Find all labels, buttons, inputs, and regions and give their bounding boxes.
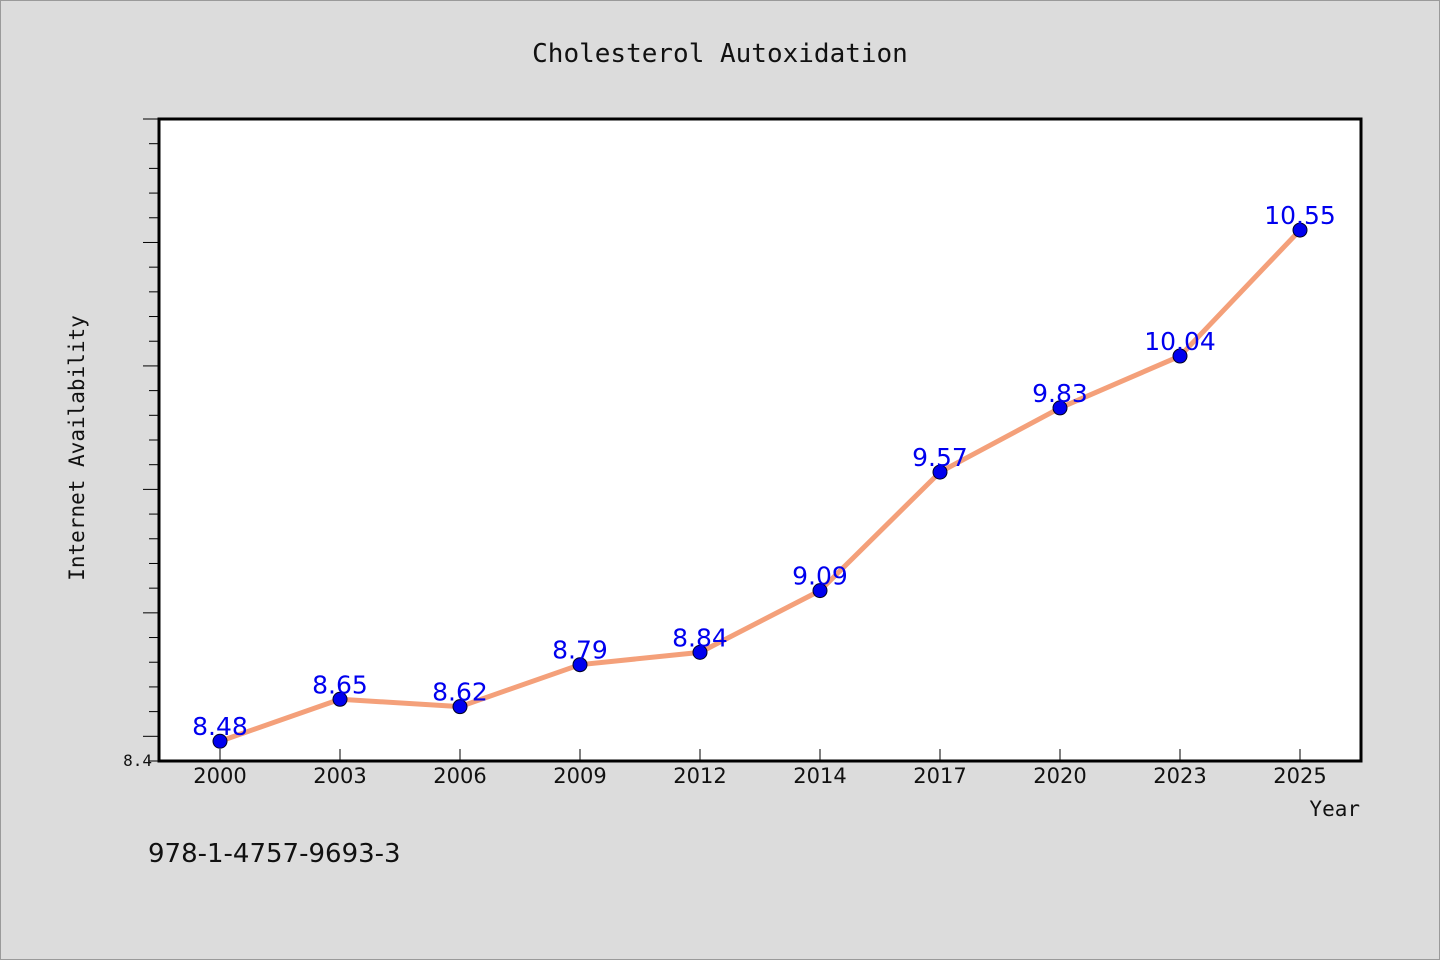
data-markers: [212, 222, 1308, 749]
y-axis-ticks: [143, 118, 159, 762]
data-point: [212, 733, 228, 749]
x-tick-label: 2025: [1273, 764, 1326, 788]
data-label: 8.48: [192, 712, 248, 741]
x-axis-label: Year: [1309, 797, 1360, 821]
data-label: 8.62: [432, 678, 488, 707]
data-point: [812, 583, 828, 599]
y-axis-label: Internet Availability: [65, 315, 89, 581]
data-point: [1172, 348, 1188, 364]
data-label: 9.83: [1032, 379, 1088, 408]
x-axis-tick-labels: 2000 2003 2006 2009 2012 2014 2017 2020 2023 2025: [193, 764, 1326, 788]
chart-title: Cholesterol Autoxidation: [532, 39, 908, 69]
x-tick-label: 2009: [553, 764, 606, 788]
series-line: [217, 227, 1303, 744]
x-axis-ticks: [219, 749, 1301, 761]
data-point: [572, 657, 588, 673]
x-tick-label: 2023: [1153, 764, 1206, 788]
data-point: [932, 464, 948, 480]
data-point: [332, 691, 348, 707]
data-label: 9.57: [912, 443, 968, 472]
y-tick-label: 8.4: [123, 751, 152, 770]
data-label: 8.65: [312, 670, 368, 699]
data-label: 9.09: [792, 562, 848, 591]
x-tick-label: 2006: [433, 764, 486, 788]
plot-area: [157, 117, 1363, 763]
isbn-footer: 978-1-4757-9693-3: [148, 839, 401, 869]
x-tick-label: 2012: [673, 764, 726, 788]
data-point: [452, 699, 468, 715]
x-tick-label: 2017: [913, 764, 966, 788]
data-label: 10.04: [1144, 327, 1216, 356]
data-point: [1292, 222, 1308, 238]
data-label: 10.55: [1264, 201, 1336, 230]
x-tick-label: 2003: [313, 764, 366, 788]
data-label: 8.84: [672, 623, 728, 652]
data-labels: 8.48 8.65 8.62 8.79 8.84 9.09 9.57 9.83 10.04 10.…: [192, 201, 1336, 741]
data-point: [692, 644, 708, 660]
data-point: [1052, 400, 1068, 416]
x-tick-label: 2014: [793, 764, 846, 788]
data-label: 8.79: [552, 636, 608, 665]
x-tick-label: 2020: [1033, 764, 1086, 788]
x-tick-label: 2000: [193, 764, 246, 788]
